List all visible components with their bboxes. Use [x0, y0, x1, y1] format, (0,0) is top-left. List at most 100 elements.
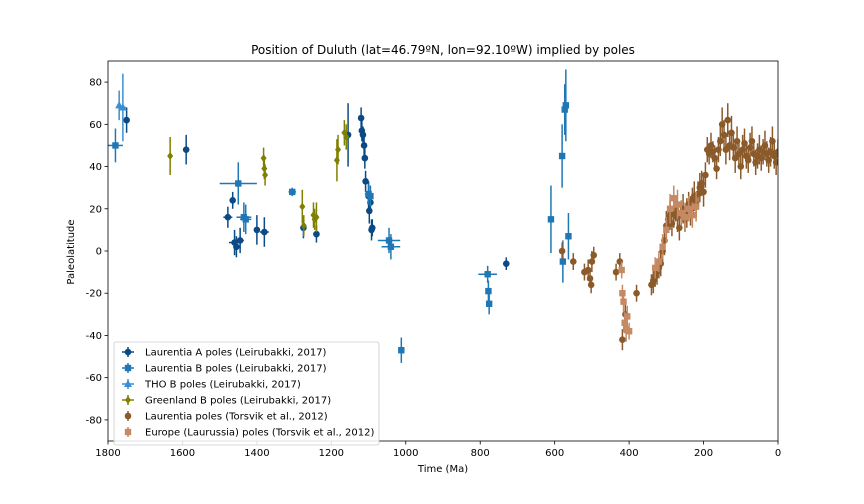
data-point — [700, 188, 707, 196]
data-point — [262, 171, 269, 179]
data-point — [235, 180, 242, 187]
data-point — [485, 287, 492, 295]
legend-marker-icon — [124, 412, 132, 420]
series-layer — [108, 69, 778, 363]
data-point — [731, 154, 739, 162]
data-point — [233, 243, 240, 251]
x-tick-label: 1600 — [170, 448, 195, 459]
data-point — [182, 146, 190, 153]
y-tick-label: 0 — [96, 247, 102, 258]
data-point — [300, 221, 307, 230]
data-point — [485, 300, 493, 307]
data-point — [484, 271, 491, 278]
legend-label: Laurentia B poles (Leirubakki, 2017) — [145, 364, 327, 375]
x-tick-label: 200 — [694, 448, 713, 459]
data-point — [112, 142, 119, 149]
series-2 — [108, 69, 572, 363]
legend-label: Laurentia poles (Torsvik et al., 2012) — [145, 412, 328, 423]
data-point — [565, 233, 572, 240]
legend-label: Europe (Laurussia) poles (Torsvik et al.… — [145, 428, 374, 439]
data-point — [167, 152, 174, 160]
y-tick-label: 20 — [89, 204, 102, 215]
data-point — [398, 347, 405, 354]
data-point — [586, 275, 594, 282]
y-tick-label: 60 — [89, 120, 102, 131]
data-point — [728, 129, 735, 137]
data-point — [361, 154, 369, 162]
data-point — [362, 178, 369, 185]
data-point — [670, 195, 677, 202]
data-point — [678, 209, 685, 217]
legend-item: Greenland B poles (Leirubakki, 2017) — [122, 395, 331, 407]
data-point — [674, 201, 681, 208]
legend: Laurentia A poles (Leirubakki, 2017) Laur… — [113, 341, 380, 446]
data-point — [737, 163, 745, 170]
data-point — [621, 319, 628, 326]
data-point — [692, 203, 700, 210]
legend-marker-icon — [124, 348, 132, 356]
data-point — [242, 216, 249, 223]
chart-title: Position of Duluth (lat=46.79ºN, lon=92.… — [251, 43, 635, 57]
x-tick-label: 1200 — [319, 448, 344, 459]
data-point — [366, 207, 373, 215]
y-tick-label: -80 — [86, 415, 102, 426]
legend-frame — [113, 341, 380, 446]
data-point — [633, 289, 640, 297]
data-point — [385, 237, 393, 244]
plot-area — [108, 69, 778, 363]
legend-item: Laurentia poles (Torsvik et al., 2012) — [124, 411, 328, 423]
data-point — [561, 106, 568, 113]
legend-label: THO B poles (Leirubakki, 2017) — [144, 380, 301, 391]
data-point — [367, 192, 374, 200]
series-1 — [123, 103, 510, 270]
data-point — [724, 116, 732, 124]
legend-label: Laurentia A poles (Leirubakki, 2017) — [145, 348, 327, 359]
data-point — [360, 142, 368, 149]
data-point — [618, 266, 625, 274]
data-point — [624, 313, 631, 320]
data-point — [368, 224, 376, 232]
data-point — [224, 213, 232, 221]
axes-layer: 1800 1600 1400 1200 1000 800 600 400 200 0-80-60-… — [86, 60, 781, 459]
series-3 — [115, 73, 127, 142]
data-point — [772, 159, 778, 166]
data-point — [253, 226, 261, 234]
data-point — [625, 328, 633, 335]
data-point — [313, 213, 320, 222]
legend-item: Laurentia A poles (Leirubakki, 2017) — [122, 347, 327, 359]
series-6 — [618, 185, 700, 342]
series-4 — [167, 120, 350, 237]
data-point — [387, 243, 395, 250]
data-point — [620, 298, 627, 305]
data-point — [681, 214, 689, 221]
data-point — [666, 205, 674, 212]
legend-label: Greenland B poles (Leirubakki, 2017) — [145, 396, 331, 407]
data-point — [659, 243, 666, 250]
x-axis-label: Time (Ma) — [417, 464, 468, 475]
x-tick-label: 1400 — [244, 448, 269, 459]
data-point — [590, 251, 598, 259]
data-point — [123, 116, 130, 124]
data-point — [559, 258, 567, 265]
data-point — [619, 336, 626, 343]
y-tick-label: 80 — [89, 78, 102, 89]
data-point — [722, 146, 730, 153]
legend-item: THO B poles (Leirubakki, 2017) — [122, 379, 301, 391]
x-tick-label: 800 — [471, 448, 490, 459]
legend-item: Laurentia B poles (Leirubakki, 2017) — [122, 363, 327, 375]
legend-marker-icon — [124, 364, 132, 372]
y-tick-label: 40 — [89, 162, 102, 173]
data-point — [655, 258, 663, 265]
y-tick-label: -20 — [86, 289, 102, 300]
legend-marker-icon — [124, 379, 132, 387]
data-point — [289, 188, 296, 196]
data-point — [261, 228, 268, 236]
x-tick-label: 600 — [545, 448, 564, 459]
x-tick-label: 1800 — [95, 448, 120, 459]
data-point — [562, 102, 570, 109]
x-tick-label: 0 — [775, 448, 781, 459]
data-point — [313, 230, 320, 238]
data-point — [663, 226, 670, 234]
data-point — [713, 165, 720, 172]
